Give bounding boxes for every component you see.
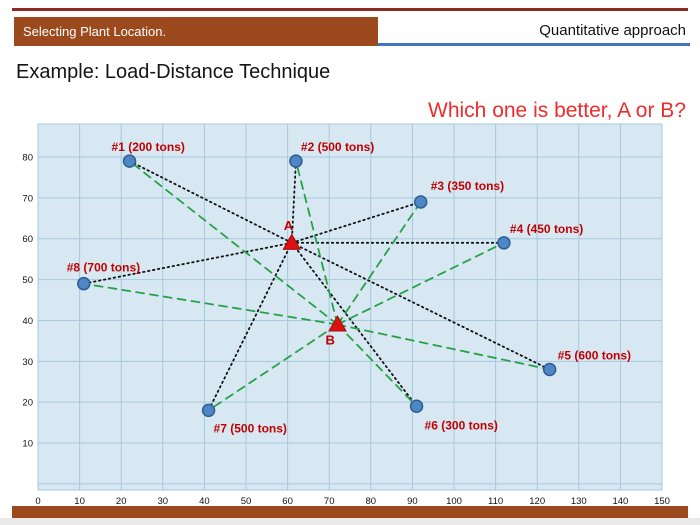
x-tick-label: 140 [612,496,628,507]
x-tick-label: 60 [282,496,293,507]
demand-point-label-5: #5 (600 tons) [558,348,631,362]
demand-point-8 [77,276,91,291]
x-tick-label: 110 [488,496,503,507]
distance-line-B-3 [336,201,422,326]
y-tick-label: 20 [22,398,33,409]
x-tick-label: 10 [74,496,85,507]
x-tick-label: 150 [654,496,670,507]
x-tick-label: 80 [366,496,377,507]
y-tick-label: 80 [22,153,33,164]
distance-line-B-8 [82,282,339,326]
x-tick-label: 70 [324,496,335,507]
y-tick-label: 50 [22,275,33,286]
header: Selecting Plant Location. Quantitative a… [14,17,690,46]
demand-point-label-8: #8 (700 tons) [67,261,140,275]
demand-point-7 [201,403,216,418]
distance-line-A-2 [290,160,297,244]
distance-line-B-4 [336,241,505,326]
x-tick-label: 20 [116,496,127,507]
candidate-A-marker [282,233,302,250]
x-tick-label: 0 [35,496,40,507]
x-tick-label: 120 [529,496,545,507]
question-text: Which one is better, A or B? [428,99,686,122]
distance-line-A-6 [290,241,418,408]
top-accent-line [12,8,688,11]
candidate-B-label: B [326,333,335,348]
distance-line-B-6 [336,323,418,408]
distance-line-B-7 [207,323,339,412]
bottom-gray-strip [0,518,700,525]
x-tick-label: 90 [407,496,418,507]
demand-point-label-4: #4 (450 tons) [510,222,583,236]
y-tick-label: 40 [22,316,33,327]
demand-point-4 [497,236,511,250]
distance-line-A-1 [128,160,293,244]
demand-point-label-6: #6 (300 tons) [425,418,498,432]
distance-line-A-7 [207,241,293,412]
y-tick-label: 60 [22,234,33,245]
header-left-banner: Selecting Plant Location. [14,17,378,46]
demand-point-label-1: #1 (200 tons) [112,140,185,154]
candidate-A-label: A [284,218,294,233]
demand-point-label-3: #3 (350 tons) [431,179,504,193]
demand-point-label-7: #7 (500 tons) [214,421,287,435]
bottom-bar [12,506,688,518]
slide-title: Example: Load-Distance Technique [16,61,331,83]
load-distance-chart: 0 10 20 30 40 50 60 70 80 90 100 110 120 130 140 150 10 2… [22,123,670,507]
header-right-banner: Quantitative approach [378,17,690,46]
candidate-B-marker [328,315,347,332]
header-left-title: Selecting Plant Location. [23,24,167,39]
y-tick-label: 10 [22,439,33,450]
y-tick-label: 70 [22,193,33,204]
distance-line-B-1 [128,160,339,326]
x-tick-label: 130 [571,496,587,507]
x-tick-label: 30 [158,496,169,507]
demand-point-6 [409,399,424,414]
y-tick-label: 30 [22,357,33,368]
demand-point-1 [122,154,137,168]
distance-line-B-5 [336,323,551,371]
x-tick-label: 40 [199,496,210,507]
demand-point-2 [289,154,303,168]
x-tick-label: 50 [241,496,252,507]
demand-point-3 [413,195,428,209]
distance-line-A-8 [82,241,293,285]
demand-point-5 [542,362,557,377]
x-tick-label: 100 [446,496,462,507]
header-right-title: Quantitative approach [539,21,686,39]
distance-line-A-5 [290,241,551,371]
demand-point-label-2: #2 (500 tons) [301,140,374,154]
distance-line-B-2 [295,160,339,326]
